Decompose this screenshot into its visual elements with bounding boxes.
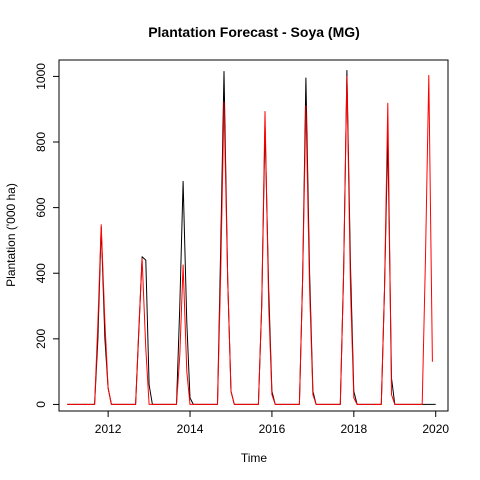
- y-tick-label: 800: [34, 132, 48, 152]
- x-tick-label: 2018: [340, 422, 367, 436]
- x-axis: 2012 2014 2016 2018 2020: [95, 411, 449, 436]
- series-line-1: [67, 70, 436, 405]
- series-line-2: [67, 74, 433, 405]
- series-layer: [67, 70, 436, 405]
- y-tick-label: 200: [34, 328, 48, 348]
- x-tick-label: 2014: [177, 422, 204, 436]
- y-axis: 0 200 400 600 800 1000: [34, 63, 59, 408]
- y-axis-label: Plantation ('000 ha): [4, 183, 18, 287]
- chart-title: Plantation Forecast - Soya (MG): [148, 24, 360, 40]
- y-tick-label: 400: [34, 263, 48, 283]
- x-tick-label: 2016: [259, 422, 286, 436]
- y-tick-label: 1000: [34, 63, 48, 90]
- x-tick-label: 2012: [95, 422, 122, 436]
- plot-frame: [58, 59, 449, 412]
- y-tick-label: 600: [34, 197, 48, 217]
- x-tick-label: 2020: [422, 422, 449, 436]
- y-tick-label: 0: [34, 401, 48, 408]
- x-axis-label: Time: [241, 451, 268, 465]
